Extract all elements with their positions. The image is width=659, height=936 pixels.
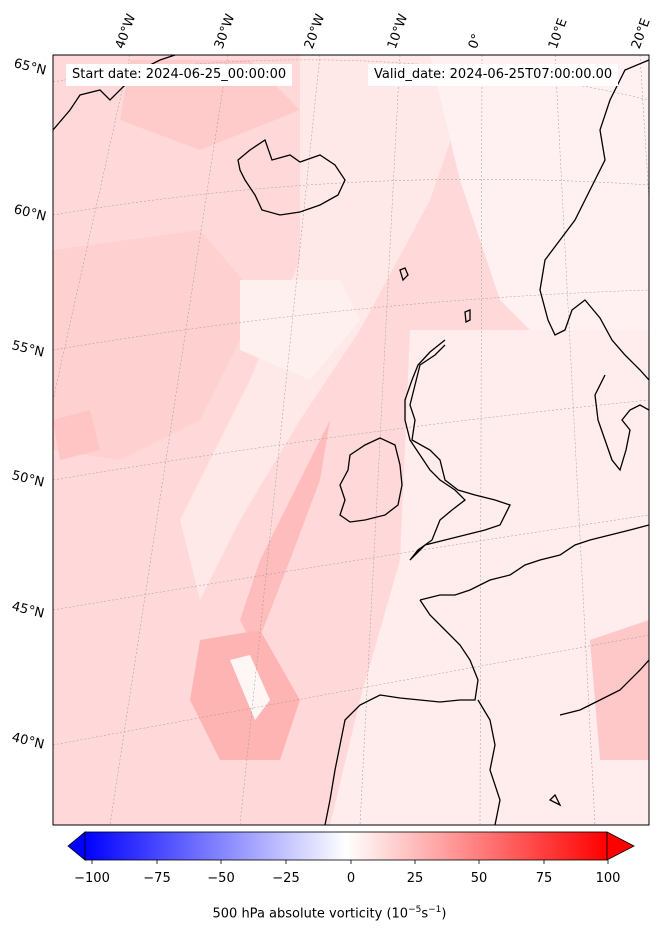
start-date-label: Start date: 2024-06-25_00:00:00 (66, 64, 293, 86)
cb-tick-m25: −25 (272, 871, 300, 886)
cb-tick-m50: −50 (207, 871, 235, 886)
cb-tick-50: 50 (470, 871, 488, 886)
cb-tick-m100: −100 (74, 871, 110, 886)
coastlines (53, 55, 649, 825)
valid-date-label: Valid_date: 2024-06-25T07:00:00.00 (368, 64, 619, 86)
colorbar-title: 500 hPa absolute vorticity (10−5s−1) (212, 905, 447, 922)
colorbar (67, 831, 635, 864)
cb-tick-0: 0 (346, 871, 356, 886)
cb-tick-100: 100 (595, 871, 621, 886)
cb-tick-m75: −75 (143, 871, 171, 886)
cb-tick-75: 75 (535, 871, 553, 886)
vorticity-field (53, 55, 649, 825)
cb-tick-25: 25 (406, 871, 424, 886)
map-frame (52, 54, 650, 826)
